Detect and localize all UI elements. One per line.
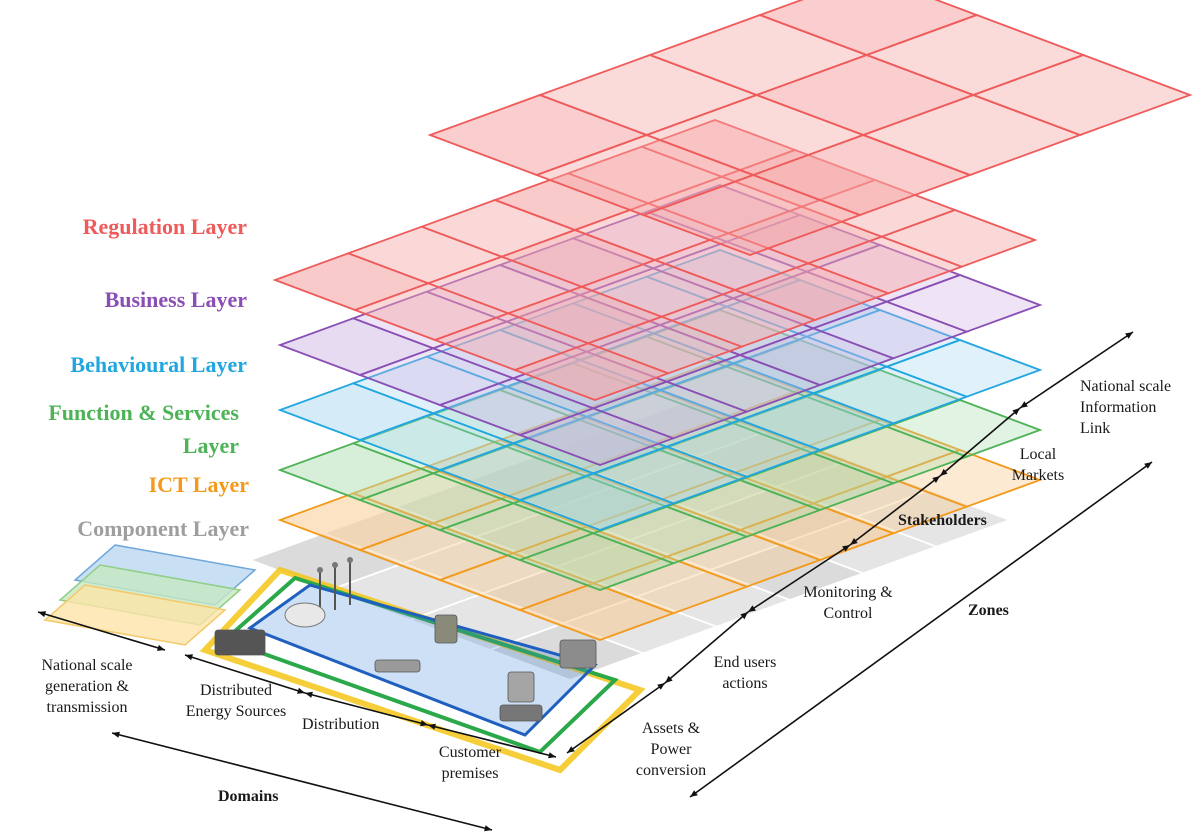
function-services-layer-label: Function & Services: [48, 400, 239, 425]
electric-car-icon: [499, 704, 543, 722]
domains-axis-title: Domains: [218, 788, 279, 805]
domain-customer-premises: Customer premises: [420, 742, 520, 784]
domain-arrow-distribution-head: [420, 720, 428, 727]
wind-turbine-hub: [332, 562, 338, 568]
domain-national-line2: generation &: [45, 678, 129, 695]
regulation-layer-label: Regulation Layer: [82, 214, 247, 239]
zone-national-info-link: National scale Information Link: [1080, 376, 1196, 439]
zone-local-markets: Local Markets: [1000, 444, 1076, 486]
zone-monitoring-control: Monitoring & Control: [790, 582, 906, 624]
transformer-icon: [434, 614, 458, 644]
behavioural-layer-label: Behavioural Layer: [70, 352, 247, 377]
zone-arrow-monitoring-head: [748, 605, 756, 612]
domain-arrow-national-head: [157, 644, 165, 651]
component-layer-label: Component Layer: [77, 516, 249, 541]
pipeline-icon: [374, 659, 421, 673]
zone-assets-line2: Power: [650, 741, 692, 758]
zones-axis-arrow-head: [1144, 462, 1152, 469]
domain-arrow-customer: [427, 724, 557, 758]
zone-arrow-endusers: [664, 611, 749, 684]
domain-arrow-der-head: [297, 687, 305, 694]
zone-arrow-local: [939, 407, 1021, 477]
domain-arrow-der-head: [185, 654, 193, 661]
wind-turbine-hub: [317, 567, 323, 573]
business-layer-label: Business Layer: [104, 287, 247, 312]
zone-assets-line3: conversion: [635, 762, 707, 779]
domain-customer-line2: premises: [441, 765, 499, 782]
domain-arrow-der: [184, 654, 306, 694]
zones-axis-arrow: [689, 461, 1153, 798]
zone-arrow-assets: [566, 682, 666, 754]
domain-distribution: Distribution: [302, 716, 380, 733]
flow-yellow: [199, 566, 646, 774]
zone-arrow-monitoring-head: [842, 545, 850, 552]
zone-arrow-local-head: [940, 468, 948, 476]
zone-national-line1: National scale: [1080, 378, 1172, 395]
domain-der-line1: Distributed: [200, 682, 272, 699]
zone-arrow-stakeholders: [849, 475, 941, 546]
gas-tank-icon: [284, 602, 326, 628]
zones-axis-title: Zones: [968, 602, 1009, 619]
zone-arrow-endusers-head: [740, 612, 748, 620]
zone-arrow-stakeholders-head: [932, 476, 940, 483]
domains-axis-arrow-head: [484, 825, 492, 832]
domains-axis-arrow-head: [112, 731, 120, 738]
zone-assets-power: Assets & Power conversion: [616, 718, 726, 781]
zone-national-line2: Information: [1080, 399, 1157, 416]
zone-arrow-stakeholders-head: [850, 538, 858, 545]
mini-plane: [43, 584, 227, 646]
business-cell: [884, 274, 1043, 333]
power-plant-icon: [214, 629, 266, 656]
function-services-layer-label-2: Layer: [182, 433, 239, 458]
domains-axis-arrow: [111, 732, 493, 831]
zone-arrow-national: [1019, 331, 1134, 409]
zone-local-line1: Local: [1019, 446, 1057, 463]
zone-assets-line1: Assets &: [641, 720, 701, 737]
domain-arrow-national: [37, 611, 166, 651]
behavioural-cell: [884, 339, 1043, 398]
zone-arrow-endusers-head: [665, 675, 673, 683]
zone-end-users-line2: actions: [722, 675, 768, 692]
domain-distributed-energy: Distributed Energy Sources: [176, 680, 296, 722]
zone-arrow-national-head: [1125, 332, 1133, 339]
zones-axis-arrow-head: [690, 790, 698, 797]
zone-end-users: End users actions: [695, 652, 795, 694]
zone-arrow-assets-head: [657, 683, 665, 690]
zone-stakeholders: Stakeholders: [898, 512, 987, 529]
regulation-cell: [970, 54, 1193, 136]
zone-monitoring-line2: Control: [823, 605, 873, 622]
zone-national-line3: Link: [1080, 420, 1111, 437]
domain-arrow-customer-head: [548, 752, 556, 759]
domain-arrow-customer-head: [428, 723, 436, 730]
flow-green: [221, 575, 619, 755]
domain-der-line2: Energy Sources: [185, 703, 287, 720]
radiator-icon: [507, 671, 535, 703]
domain-national-line3: transmission: [46, 699, 128, 716]
ict-cell: [884, 449, 1043, 508]
regulation-cell: [879, 209, 1038, 268]
house-icon: [559, 639, 597, 669]
zone-arrow-local-head: [1012, 408, 1020, 416]
zone-arrow-monitoring: [747, 544, 851, 613]
domain-national-line1: National scale: [41, 657, 133, 674]
zone-end-users-line1: End users: [713, 654, 777, 671]
ict-layer-label: ICT Layer: [148, 472, 249, 497]
domain-arrow-distribution: [304, 692, 429, 726]
zone-monitoring-line1: Monitoring &: [803, 584, 893, 601]
zone-arrow-national-head: [1020, 401, 1028, 408]
domain-arrow-distribution-head: [305, 691, 313, 698]
domain-customer-line1: Customer: [438, 744, 502, 761]
zone-local-line2: Markets: [1011, 467, 1065, 484]
wind-turbine-hub: [347, 557, 353, 563]
domain-national-generation: National scale generation & transmission: [22, 655, 152, 718]
domain-arrow-national-head: [38, 611, 46, 618]
zone-arrow-assets-head: [567, 746, 575, 753]
